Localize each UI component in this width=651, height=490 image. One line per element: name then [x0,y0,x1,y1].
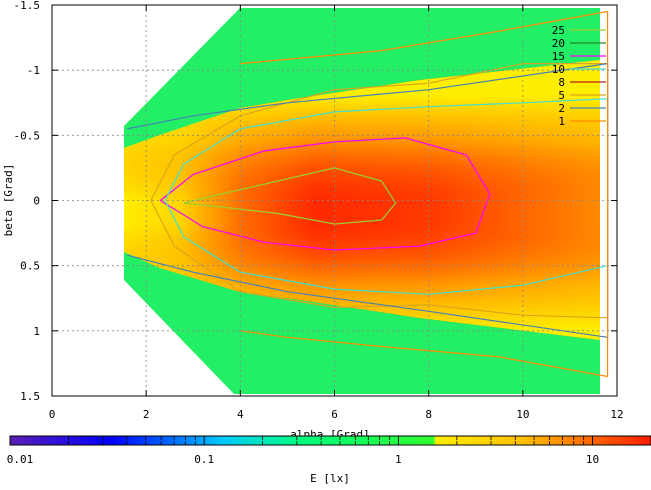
y-tick-label: 1 [33,325,40,338]
legend-label: 1 [558,115,565,128]
x-tick-label: 6 [331,408,338,421]
colorbar [9,435,651,446]
legend-label: 2 [558,102,565,115]
x-tick-label: 0 [49,408,56,421]
legend-label: 10 [552,63,565,76]
x-tick-label: 12 [610,408,623,421]
y-tick-label: -1.5 [14,0,41,12]
y-tick-label: -0.5 [14,129,41,142]
contour-line-15 [159,137,491,251]
x-tick-label: 4 [237,408,244,421]
colorbar-tick-label: 0.01 [7,453,34,466]
x-tick-label: 8 [425,408,432,421]
x-tick-label: 2 [143,408,150,421]
colorbar-tick-label: 0.1 [194,453,214,466]
legend-label: 25 [552,24,565,37]
y-axis-label: beta [Grad] [2,164,15,237]
contour-line-1 [240,10,609,378]
colorbar-tick-label: 1 [395,453,402,466]
heatmap-field [124,8,609,394]
grid-lines [52,5,617,396]
colorbar-ticks: 0.01 0.1 1 10 [7,436,651,466]
y-axis-ticks: -1.5 -1 -0.5 0 0.5 1 1.5 [14,0,617,403]
y-tick-label: 0 [33,195,40,208]
legend-label: 15 [552,50,565,63]
y-tick-label: 1.5 [20,390,40,403]
x-tick-label: 10 [516,408,529,421]
legend-label: 8 [558,76,565,89]
legend-label: 5 [558,89,565,102]
heatmap-warm-vertical-blend [124,60,600,340]
legend-label: 20 [552,37,565,50]
y-tick-label: -1 [27,64,40,77]
contour-line-25 [183,167,397,225]
x-axis-ticks: 0 2 4 6 8 10 12 [49,5,624,421]
colorbar-tick-label: 10 [586,453,599,466]
y-tick-label: 0.5 [20,260,40,273]
colorbar-label: E [lx] [310,472,350,485]
